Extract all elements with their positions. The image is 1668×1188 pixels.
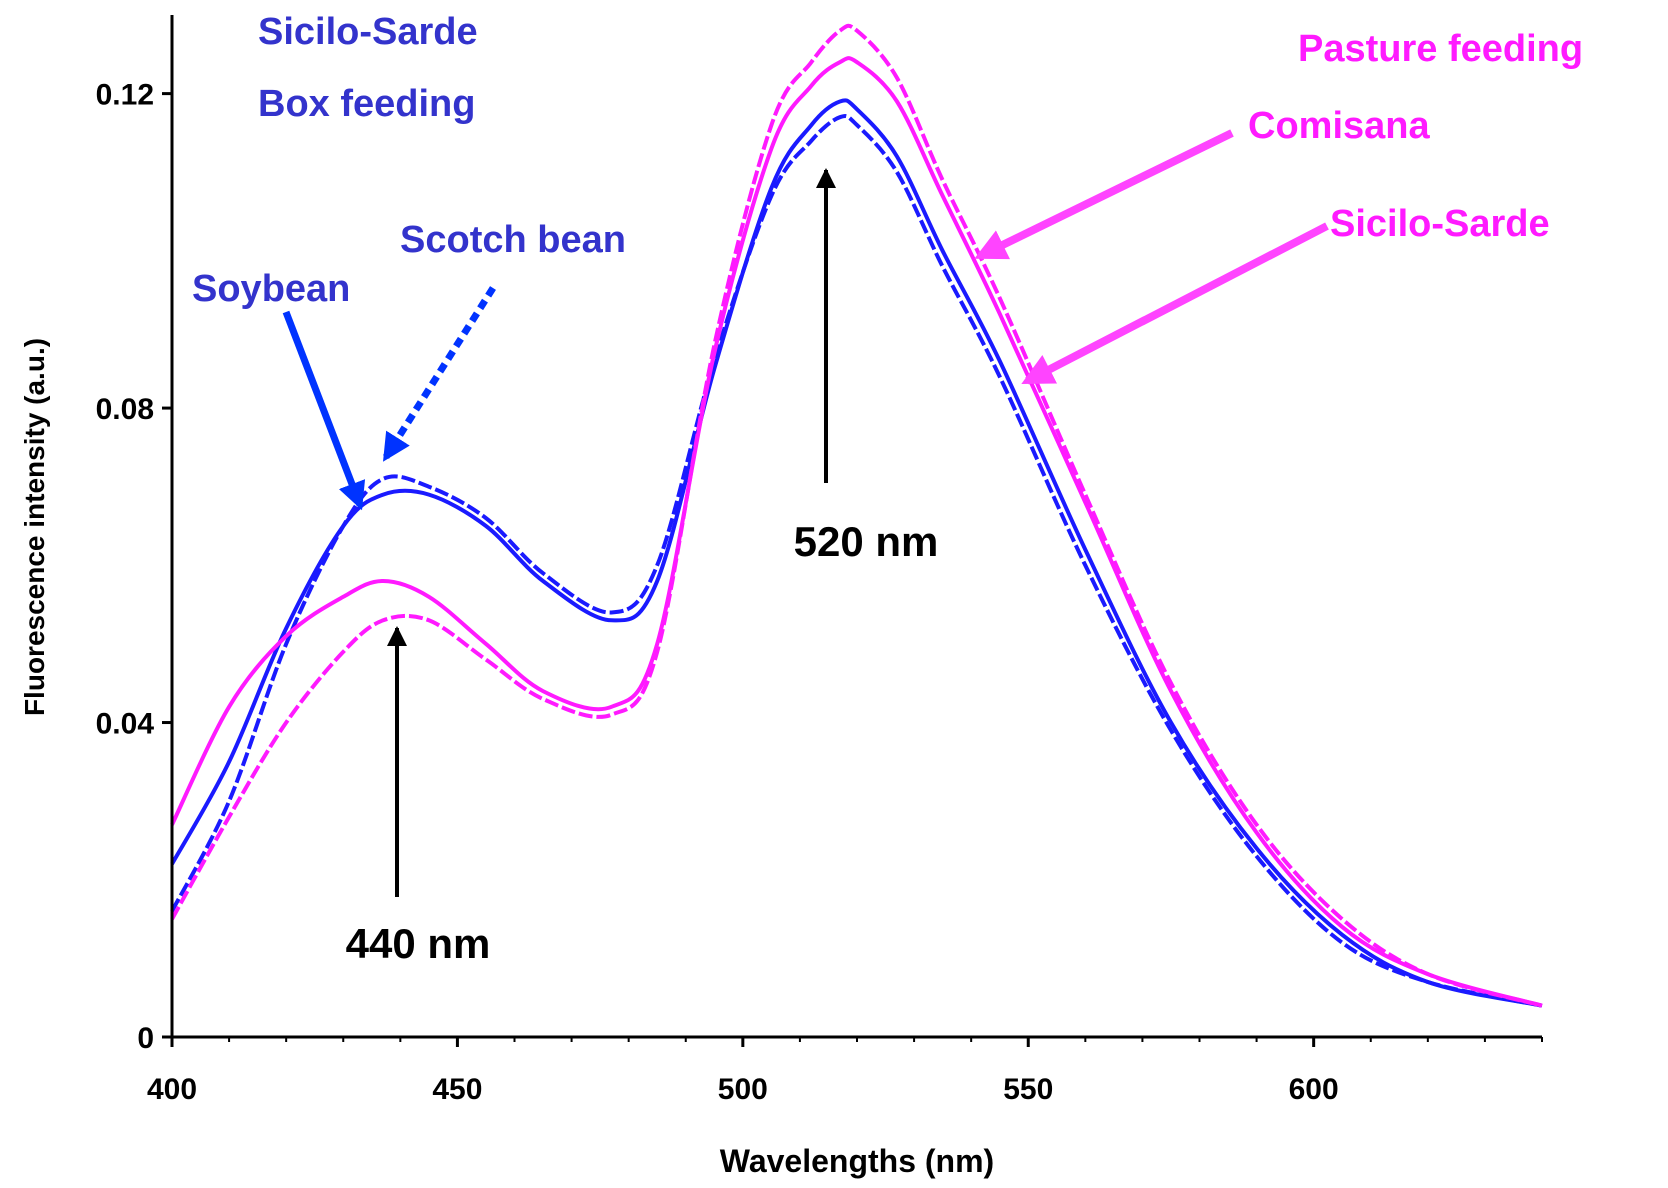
group-label-pasture: Pasture feeding — [1298, 28, 1583, 70]
label-peak-520: 520 nm — [794, 518, 939, 565]
series-layer — [170, 23, 1543, 1008]
arrow-soybean — [282, 310, 366, 511]
y-tick-label: 0 — [137, 1022, 154, 1055]
series-line-2 — [170, 114, 1543, 1008]
label-scotch-bean: Scotch bean — [400, 219, 626, 261]
x-tick-label: 550 — [1003, 1073, 1053, 1106]
series-line-3 — [170, 56, 1543, 1008]
y-tick-label: 0.08 — [96, 393, 154, 426]
ticks: 400 450 500 550 600 0 0.04 0.08 0.12 — [96, 79, 1543, 1106]
label-comisana: Comisana — [1248, 105, 1430, 147]
x-tick-label: 400 — [147, 1073, 197, 1106]
series-line-4 — [170, 23, 1543, 1008]
x-axis-label: Wavelengths (nm) — [720, 1143, 994, 1179]
label-peak-440: 440 nm — [346, 920, 491, 967]
arrow-scotch-bean — [383, 286, 496, 462]
series-line-1 — [170, 98, 1543, 1008]
label-sicilo-sarde: Sicilo-Sarde — [1330, 203, 1550, 245]
y-tick-label: 0.04 — [96, 708, 155, 741]
group-label-box-line1: Sicilo-Sarde — [258, 11, 478, 53]
group-label-box-line2: Box feeding — [258, 83, 475, 125]
x-tick-label: 450 — [432, 1073, 482, 1106]
y-tick-label: 0.12 — [96, 79, 154, 112]
arrow-comisana — [974, 129, 1234, 260]
x-tick-label: 500 — [718, 1073, 768, 1106]
arrow-sicilo-sarde — [1021, 222, 1329, 385]
label-soybean: Soybean — [192, 268, 350, 310]
y-axis-label: Fluorescence intensity (a.u.) — [19, 338, 50, 716]
x-tick-label: 600 — [1289, 1073, 1339, 1106]
